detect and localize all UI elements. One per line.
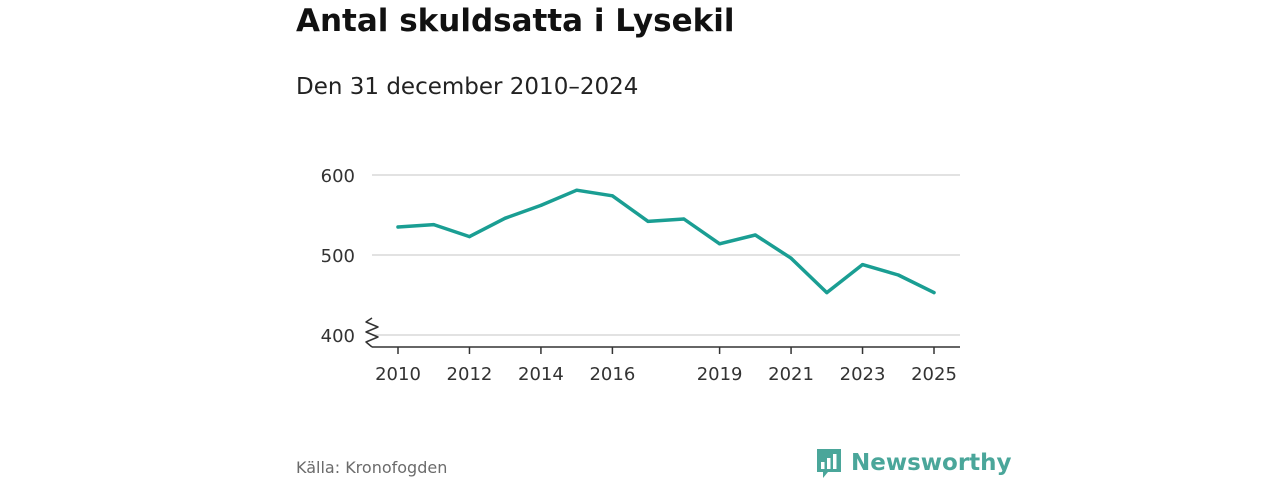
data-point <box>932 291 936 295</box>
zigzag-axis-break-icon <box>365 317 379 348</box>
data-point <box>789 256 793 260</box>
y-tick-label: 600 <box>321 166 355 187</box>
x-tick-label: 2021 <box>768 364 814 385</box>
data-point <box>896 273 900 277</box>
bar-chart-speech-bubble-icon <box>817 449 841 478</box>
y-tick-label: 400 <box>321 326 355 347</box>
grid-lines <box>372 174 960 336</box>
data-point <box>467 235 472 239</box>
brand-logo[interactable]: Newsworthy <box>815 446 1012 480</box>
series-layer <box>396 188 936 295</box>
x-tick-label: 2014 <box>518 364 564 385</box>
tick-labels: 400 500 600 2010 2012 2014 2016 2019 2021 2023 202… <box>321 166 957 385</box>
data-point <box>539 203 543 207</box>
data-point <box>646 219 650 223</box>
data-point <box>432 223 436 227</box>
x-tick-label: 2019 <box>697 364 743 385</box>
data-point <box>860 263 865 267</box>
data-point <box>753 233 757 237</box>
y-tick-label: 500 <box>321 246 355 267</box>
source-note: Källa: Kronofogden <box>296 458 448 477</box>
data-point <box>825 291 829 295</box>
brand-name: Newsworthy <box>851 450 1012 476</box>
x-tick-label: 2010 <box>375 364 421 385</box>
x-tick-label: 2012 <box>447 364 493 385</box>
data-point <box>575 188 579 192</box>
data-point <box>610 194 615 198</box>
x-tick-label: 2025 <box>911 364 957 385</box>
data-point <box>718 242 722 246</box>
axes <box>365 317 960 354</box>
data-point <box>396 225 400 229</box>
chart-title: Antal skuldsatta i Lysekil <box>296 3 735 39</box>
data-point <box>682 217 686 221</box>
x-tick-label: 2016 <box>589 364 635 385</box>
chart-subtitle: Den 31 december 2010–2024 <box>296 74 639 100</box>
x-tick-label: 2023 <box>840 364 886 385</box>
data-point <box>503 216 507 220</box>
series-line <box>396 188 936 295</box>
